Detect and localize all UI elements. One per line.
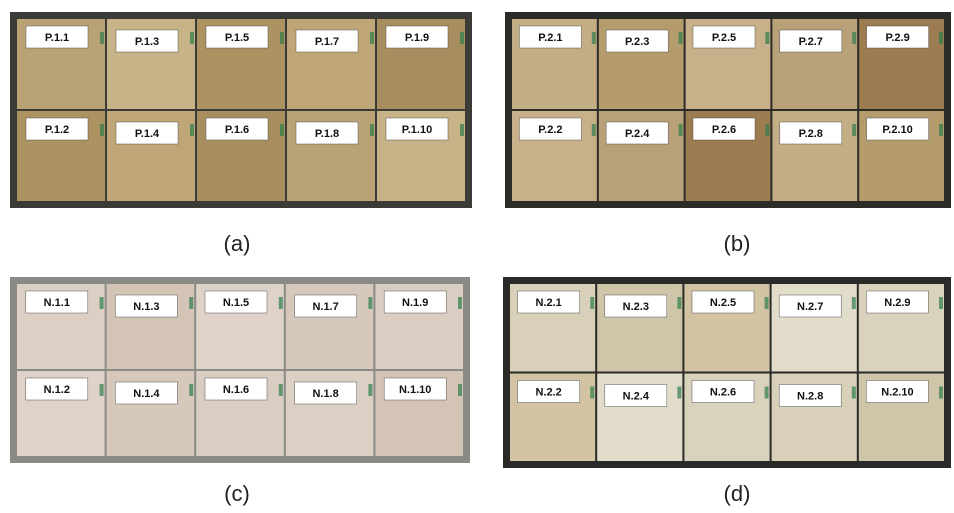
sample-label: P.2.4 <box>625 128 650 140</box>
sample-label: P.2.10 <box>882 124 912 136</box>
green-mark <box>852 387 856 399</box>
sample-label: N.1.3 <box>133 301 159 313</box>
sample-label: P.1.6 <box>225 124 249 136</box>
green-mark <box>765 387 769 399</box>
sample-label: P.2.2 <box>538 124 562 136</box>
sample-label: P.1.4 <box>135 128 160 140</box>
sample-label: N.2.4 <box>623 390 650 402</box>
sample-label: P.2.8 <box>799 128 823 140</box>
green-mark <box>852 32 856 44</box>
panel-caption: (b) <box>724 231 751 256</box>
green-mark <box>590 297 594 309</box>
sample-label: N.1.8 <box>312 388 338 400</box>
sample-label: N.1.1 <box>44 297 70 309</box>
green-mark <box>677 297 681 309</box>
sample-label: P.1.10 <box>402 124 432 136</box>
green-mark <box>279 297 283 309</box>
figure: P.1.1 P.1.3 P.1.5 P.1.7 P.1.9 P.1.2 P.1.4 P.1.6… <box>0 0 954 513</box>
green-mark <box>679 32 683 44</box>
green-mark <box>677 387 681 399</box>
green-mark <box>190 124 194 136</box>
green-mark <box>100 297 104 309</box>
green-mark <box>370 32 374 44</box>
green-mark <box>458 384 462 396</box>
sample-label: N.2.5 <box>710 297 736 309</box>
sample-label: P.2.1 <box>538 32 562 44</box>
green-mark <box>100 124 104 136</box>
sample-label: N.1.2 <box>44 384 70 396</box>
sample-label: N.2.3 <box>623 301 649 313</box>
green-mark <box>280 32 284 44</box>
green-mark <box>280 124 284 136</box>
sample-label: P.1.8 <box>315 128 339 140</box>
sample-label: P.1.3 <box>135 36 159 48</box>
green-mark <box>100 384 104 396</box>
panel-caption: (a) <box>224 231 251 256</box>
green-mark <box>939 32 943 44</box>
green-mark <box>370 124 374 136</box>
sample-label: P.1.1 <box>45 32 69 44</box>
sample-label: N.1.4 <box>133 388 160 400</box>
panel: N.1.1 N.1.3 N.1.5 N.1.7 N.1.9 N.1.2 N.1.4 N.1.6… <box>10 277 470 506</box>
green-mark <box>279 384 283 396</box>
green-mark <box>458 297 462 309</box>
sample-label: N.2.7 <box>797 301 823 313</box>
panel-caption: (c) <box>224 481 250 506</box>
green-mark <box>939 124 943 136</box>
green-mark <box>100 32 104 44</box>
green-mark <box>460 32 464 44</box>
green-mark <box>590 387 594 399</box>
sample-label: N.2.6 <box>710 386 736 398</box>
sample-label: P.1.5 <box>225 32 249 44</box>
panel: P.2.1 P.2.3 P.2.5 P.2.7 P.2.9 P.2.2 P.2.4 P.2.6… <box>505 12 951 256</box>
green-mark <box>679 124 683 136</box>
green-mark <box>460 124 464 136</box>
green-mark <box>939 297 943 309</box>
sample-label: N.2.8 <box>797 390 823 402</box>
green-mark <box>368 384 372 396</box>
green-mark <box>368 297 372 309</box>
sample-label: P.2.3 <box>625 36 649 48</box>
sample-label: N.1.5 <box>223 297 249 309</box>
sample-label: P.2.7 <box>799 36 823 48</box>
sample-label: N.2.2 <box>535 386 561 398</box>
sample-label: N.2.10 <box>881 386 913 398</box>
sample-label: P.2.9 <box>885 32 909 44</box>
sample-label: N.2.9 <box>884 297 910 309</box>
green-mark <box>852 124 856 136</box>
green-mark <box>939 387 943 399</box>
sample-label: P.2.5 <box>712 32 736 44</box>
sample-label: P.1.9 <box>405 32 429 44</box>
green-mark <box>765 124 769 136</box>
green-mark <box>592 124 596 136</box>
sample-label: N.1.10 <box>399 384 431 396</box>
sample-label: P.1.7 <box>315 36 339 48</box>
green-mark <box>189 384 193 396</box>
panel: P.1.1 P.1.3 P.1.5 P.1.7 P.1.9 P.1.2 P.1.4 P.1.6… <box>10 12 472 256</box>
panel-caption: (d) <box>724 481 751 506</box>
sample-label: N.2.1 <box>535 297 561 309</box>
sample-label: N.1.6 <box>223 384 249 396</box>
green-mark <box>190 32 194 44</box>
sample-label: P.1.2 <box>45 124 69 136</box>
sample-label: P.2.6 <box>712 124 736 136</box>
sample-label: N.1.9 <box>402 297 428 309</box>
green-mark <box>765 297 769 309</box>
sample-label: N.1.7 <box>312 301 338 313</box>
green-mark <box>765 32 769 44</box>
green-mark <box>592 32 596 44</box>
green-mark <box>189 297 193 309</box>
panel: N.2.1 N.2.3 N.2.5 N.2.7 N.2.9 N.2.2 N.2.4 N.2.6… <box>503 277 951 506</box>
green-mark <box>852 297 856 309</box>
